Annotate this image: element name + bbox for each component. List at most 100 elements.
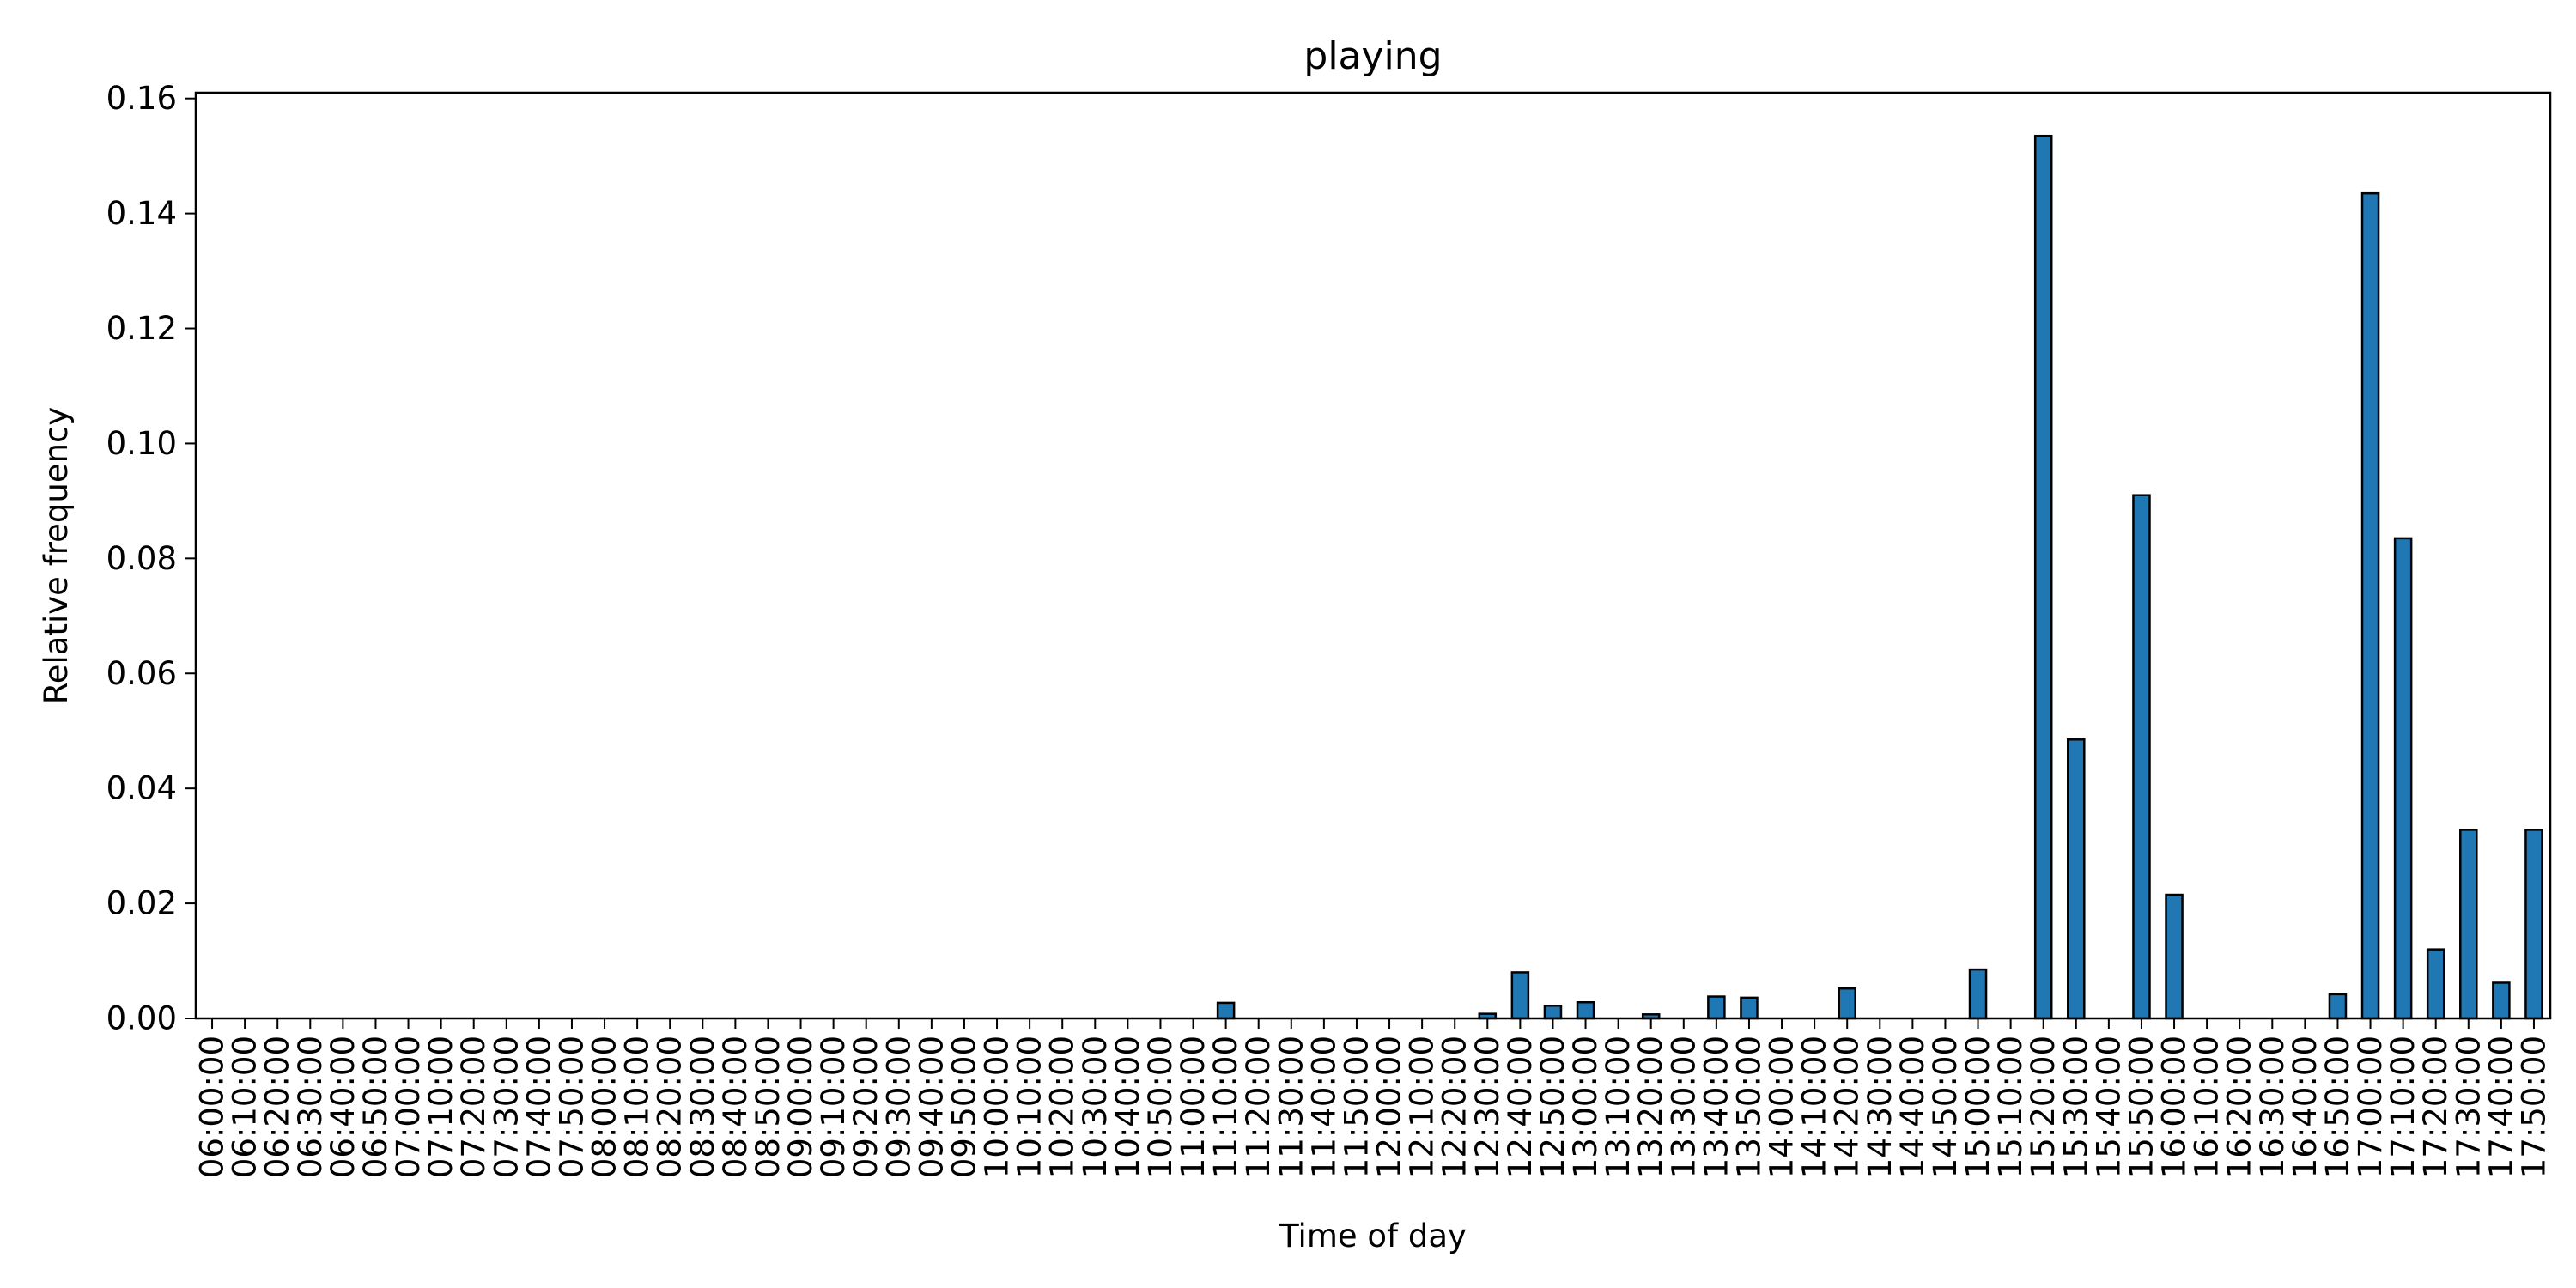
x-tick-label: 17:40:00 (2482, 1036, 2519, 1178)
y-axis-label: Relative frequency (38, 407, 75, 705)
x-tick-label: 14:20:00 (1829, 1036, 1866, 1178)
x-tick-label: 09:40:00 (913, 1036, 950, 1178)
x-tick-label: 13:50:00 (1730, 1036, 1767, 1178)
x-tick-label: 17:00:00 (2352, 1036, 2389, 1178)
x-tick-label: 15:20:00 (2025, 1036, 2062, 1178)
x-tick-label: 07:20:00 (455, 1036, 492, 1178)
x-tick-label: 16:30:00 (2254, 1036, 2291, 1178)
x-tick-label: 07:50:00 (553, 1036, 590, 1178)
x-tick-label: 10:50:00 (1142, 1036, 1179, 1178)
y-axis: 0.00 0.02 0.04 0.06 0.08 0.10 0.12 0.14 0.16 (106, 80, 196, 1037)
x-tick-label: 11:40:00 (1305, 1036, 1342, 1178)
x-tick-label: 14:10:00 (1796, 1036, 1833, 1178)
bar-15:00:00 (1968, 968, 1988, 1020)
x-tick-label: 06:00:00 (194, 1036, 231, 1178)
y-tick-label: 0.08 (106, 540, 177, 577)
x-tick-label: 17:20:00 (2417, 1036, 2454, 1178)
x-tick-label: 11:50:00 (1338, 1036, 1375, 1178)
x-tick-label: 08:20:00 (652, 1036, 689, 1178)
x-tick-label: 06:50:00 (357, 1036, 394, 1178)
bar-11:10:00 (1216, 1001, 1236, 1020)
bar-16:00:00 (2165, 893, 2184, 1020)
y-tick-label: 0.06 (106, 655, 177, 692)
x-tick-label: 08:00:00 (586, 1036, 623, 1178)
plot-frame (194, 91, 2552, 1020)
x-tick-label: 13:30:00 (1665, 1036, 1702, 1178)
bar-15:20:00 (2033, 134, 2053, 1020)
x-tick-label: 10:00:00 (979, 1036, 1016, 1178)
x-tick-label: 16:20:00 (2221, 1036, 2258, 1178)
bar-16:50:00 (2328, 993, 2348, 1020)
x-tick-label: 13:20:00 (1632, 1036, 1669, 1178)
y-tick-label: 0.12 (106, 310, 177, 347)
x-axis: 06:00:0006:10:0006:20:0006:30:0006:40:00… (194, 1018, 2552, 1178)
y-tick-label: 0.14 (106, 195, 177, 232)
x-tick-label: 17:10:00 (2385, 1036, 2421, 1178)
bar-13:40:00 (1707, 995, 1726, 1020)
x-tick-label: 17:30:00 (2450, 1036, 2487, 1178)
bar-15:30:00 (2067, 738, 2086, 1020)
x-tick-label: 16:40:00 (2287, 1036, 2324, 1178)
x-axis-label: Time of day (1279, 1218, 1467, 1255)
x-tick-label: 09:10:00 (815, 1036, 852, 1178)
bar-17:10:00 (2393, 537, 2413, 1020)
y-tick-label: 0.02 (106, 885, 177, 922)
x-tick-label: 09:00:00 (782, 1036, 819, 1178)
x-tick-label: 12:30:00 (1469, 1036, 1506, 1178)
x-tick-label: 13:00:00 (1567, 1036, 1604, 1178)
x-tick-label: 11:30:00 (1273, 1036, 1309, 1178)
x-tick-label: 06:20:00 (259, 1036, 296, 1178)
bar-13:00:00 (1576, 1001, 1595, 1020)
bar-15:50:00 (2132, 494, 2151, 1020)
bar-12:50:00 (1543, 1005, 1563, 1020)
x-tick-label: 06:10:00 (227, 1036, 264, 1178)
x-tick-label: 14:40:00 (1894, 1036, 1931, 1178)
bar-17:00:00 (2360, 191, 2380, 1020)
x-tick-label: 12:20:00 (1437, 1036, 1473, 1178)
x-tick-label: 09:30:00 (880, 1036, 917, 1178)
x-tick-label: 12:40:00 (1502, 1036, 1539, 1178)
bars-group (1216, 134, 2543, 1020)
x-tick-label: 10:10:00 (1012, 1036, 1048, 1178)
x-tick-label: 09:50:00 (945, 1036, 982, 1178)
x-tick-label: 15:50:00 (2123, 1036, 2160, 1178)
x-tick-label: 11:00:00 (1175, 1036, 1212, 1178)
x-tick-label: 08:30:00 (684, 1036, 721, 1178)
x-tick-label: 16:10:00 (2189, 1036, 2226, 1178)
x-tick-label: 06:30:00 (292, 1036, 329, 1178)
x-tick-label: 09:20:00 (848, 1036, 884, 1178)
x-tick-label: 15:10:00 (1992, 1036, 2029, 1178)
x-tick-label: 10:20:00 (1044, 1036, 1081, 1178)
x-tick-label: 10:40:00 (1109, 1036, 1146, 1178)
x-tick-label: 07:30:00 (488, 1036, 525, 1178)
x-tick-label: 08:40:00 (717, 1036, 754, 1178)
x-tick-label: 08:50:00 (750, 1036, 787, 1178)
bar-17:20:00 (2426, 948, 2445, 1020)
x-tick-label: 16:00:00 (2156, 1036, 2193, 1178)
x-tick-label: 10:30:00 (1077, 1036, 1114, 1178)
x-tick-label: 07:10:00 (422, 1036, 459, 1178)
x-tick-label: 07:40:00 (520, 1036, 557, 1178)
x-tick-label: 11:10:00 (1207, 1036, 1244, 1178)
y-tick-label: 0.00 (106, 1000, 177, 1037)
bar-13:50:00 (1740, 996, 1759, 1020)
x-tick-label: 07:00:00 (390, 1036, 427, 1178)
bar-17:40:00 (2492, 981, 2511, 1020)
chart-title: playing (1303, 34, 1442, 78)
x-tick-label: 15:00:00 (1959, 1036, 1996, 1178)
x-tick-label: 11:20:00 (1240, 1036, 1277, 1178)
bar-17:30:00 (2459, 829, 2478, 1020)
x-tick-label: 13:10:00 (1600, 1036, 1637, 1178)
x-tick-label: 12:50:00 (1534, 1036, 1571, 1178)
x-tick-label: 15:40:00 (2090, 1036, 2127, 1178)
x-tick-label: 08:10:00 (619, 1036, 656, 1178)
y-tick-label: 0.10 (106, 425, 177, 462)
x-tick-label: 15:30:00 (2057, 1036, 2094, 1178)
y-tick-label: 0.16 (106, 80, 177, 117)
x-tick-label: 16:50:00 (2319, 1036, 2356, 1178)
x-tick-label: 14:00:00 (1764, 1036, 1801, 1178)
y-tick-label: 0.04 (106, 770, 177, 807)
bar-14:20:00 (1838, 987, 1856, 1020)
bar-12:40:00 (1510, 971, 1530, 1020)
